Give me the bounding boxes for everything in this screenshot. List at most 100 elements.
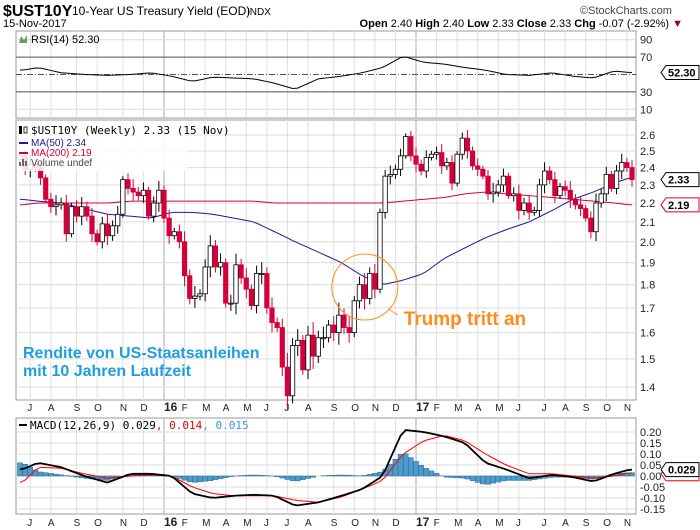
x-tick-label: N [624, 518, 631, 529]
macd-histogram-bar [253, 474, 260, 477]
candle [547, 170, 553, 181]
x-tick-label: A [223, 518, 230, 529]
candle [346, 327, 352, 334]
candle [387, 174, 393, 177]
candle [130, 188, 136, 193]
candle [109, 225, 116, 237]
x-tick-label: J [516, 518, 521, 529]
candle [577, 204, 584, 209]
macd-legend: MACD(12,26,9) 0.029, 0.014, 0.015 [30, 419, 249, 432]
candle [516, 193, 522, 211]
macd-histogram-bar [516, 475, 522, 481]
y-tick-label: 2.1 [640, 217, 655, 229]
rsi-value: 52.30 [668, 67, 696, 79]
x-tick-label: S [331, 518, 338, 529]
annotation-circle [331, 253, 399, 321]
x-tick-label: M [243, 518, 251, 529]
exchange: INDX [247, 7, 271, 18]
candle [485, 175, 491, 195]
macd-histogram-bar [423, 468, 430, 477]
y-tick-label: 1.4 [640, 382, 655, 394]
candle [248, 288, 255, 306]
macd-histogram-bar [505, 475, 512, 481]
candle [511, 193, 517, 197]
legend-ma200: MA(200) 2.19 [31, 148, 92, 159]
legend-ma50: MA(50) 2.34 [31, 138, 86, 149]
candle [397, 155, 404, 170]
candle [598, 193, 604, 204]
y-tick-label: 1.8 [640, 280, 655, 292]
x-tick-label: 16 [164, 400, 178, 414]
candle [84, 206, 90, 217]
x-tick-label: A [223, 403, 230, 414]
macd-histogram-bar [408, 457, 414, 477]
macd-histogram-bar [274, 475, 280, 477]
candle [439, 152, 445, 167]
candle [413, 155, 419, 165]
macd-histogram-bar [181, 475, 188, 481]
candle [295, 339, 301, 346]
x-tick-label: M [454, 518, 462, 529]
candle [541, 170, 548, 186]
candle [187, 275, 193, 299]
candle [94, 233, 100, 243]
candle [336, 314, 342, 334]
macd-histogram-bar [197, 475, 203, 483]
x-tick-label: F [182, 403, 188, 414]
candle [325, 324, 332, 339]
x-tick-label: 17 [416, 515, 430, 529]
y-tick-label: 0.05 [640, 460, 661, 472]
macd-histogram-bar [289, 475, 296, 482]
x-tick-label: N [372, 403, 379, 414]
candle [351, 300, 357, 334]
security-name: 10-Year US Treasury Yield (EOD) [72, 4, 250, 18]
candle [269, 307, 275, 323]
candle [68, 206, 75, 235]
candle [120, 179, 126, 215]
candle [58, 202, 64, 206]
candle [79, 206, 85, 217]
candle [531, 210, 537, 213]
x-tick-label: S [331, 403, 338, 414]
candle [223, 262, 229, 304]
candle [274, 322, 280, 328]
candle [89, 215, 95, 235]
macd-value-box [660, 462, 700, 478]
macd-histogram-bar [48, 473, 54, 477]
annotation-line2: mit 10 Jahren Laufzeit [23, 363, 192, 380]
x-tick-label: O [351, 403, 359, 414]
candle [536, 184, 543, 211]
candle [315, 337, 321, 357]
macd-histogram-bar [469, 475, 476, 481]
y-tick-label: 0.20 [640, 427, 661, 439]
candle [603, 174, 609, 195]
macd-histogram-bar [485, 475, 491, 485]
macd-histogram-bar [207, 475, 214, 481]
candle [480, 168, 486, 177]
candle [572, 198, 579, 206]
candle [392, 168, 399, 175]
y-tick-label: 1.9 [640, 258, 655, 270]
x-tick-label: D [140, 403, 147, 414]
candle [588, 217, 594, 233]
x-tick-label: J [264, 403, 269, 414]
close-value: 2.33 [668, 175, 689, 187]
candle [464, 137, 471, 152]
macd-histogram-bar [37, 471, 44, 477]
candle [238, 264, 244, 279]
candle [619, 162, 625, 172]
symbol: $UST10Y [3, 3, 73, 20]
candle [253, 273, 260, 306]
volume-icon [25, 161, 27, 166]
macd-histogram-bar [428, 470, 435, 477]
candle [593, 202, 599, 233]
candle [176, 231, 183, 243]
macd-histogram-bar [459, 475, 466, 479]
candle [43, 177, 49, 200]
ma200-value: 2.19 [668, 200, 689, 212]
candle [140, 189, 147, 197]
y-tick-label: 2.0 [640, 237, 655, 249]
candle [305, 334, 311, 371]
candle [428, 153, 435, 158]
macd-histogram-bar [418, 465, 424, 477]
